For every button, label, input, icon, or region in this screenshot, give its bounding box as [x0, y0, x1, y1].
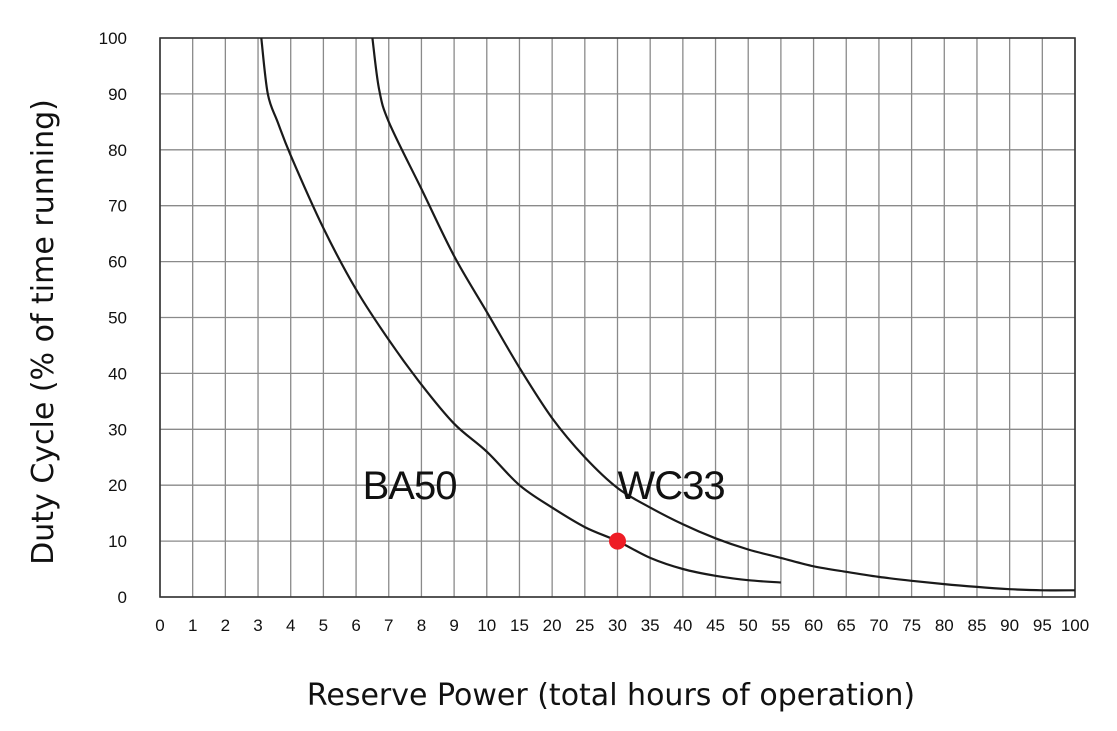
grid	[159, 37, 1076, 598]
series-labels: BA50 WC33	[363, 464, 726, 508]
y-tick-label: 50	[108, 309, 127, 328]
x-tick-label: 0	[155, 616, 164, 635]
y-axis-title: Duty Cycle (% of time running)	[26, 99, 61, 565]
y-tick-labels: 0 10 20 30 40 50 60 70 80 90 100	[99, 29, 127, 607]
x-tick-label: 60	[804, 616, 823, 635]
y-tick-label: 70	[108, 197, 127, 216]
x-tick-label: 20	[543, 616, 562, 635]
x-tick-label: 15	[510, 616, 529, 635]
x-tick-label: 90	[1000, 616, 1019, 635]
x-tick-label: 40	[673, 616, 692, 635]
series-line-wc33	[371, 37, 1076, 592]
x-tick-label: 70	[869, 616, 888, 635]
x-tick-label: 85	[968, 616, 987, 635]
x-tick-label: 4	[286, 616, 295, 635]
x-tick-label: 65	[837, 616, 856, 635]
x-tick-label: 55	[771, 616, 790, 635]
plot-frame	[159, 37, 1076, 598]
x-tick-label: 95	[1033, 616, 1052, 635]
x-tick-label: 75	[902, 616, 921, 635]
y-tick-label: 60	[108, 253, 127, 272]
highlight-point	[609, 532, 626, 550]
x-axis-title: Reserve Power (total hours of operation)	[307, 678, 915, 713]
curves	[260, 37, 1076, 592]
x-tick-label: 10	[477, 616, 496, 635]
series-label-wc33: WC33	[618, 464, 725, 508]
x-tick-label: 8	[417, 616, 426, 635]
y-tick-label: 80	[108, 141, 127, 160]
x-tick-label: 100	[1061, 616, 1089, 635]
y-tick-label: 20	[108, 476, 127, 495]
x-tick-label: 5	[319, 616, 328, 635]
x-tick-label: 7	[384, 616, 393, 635]
series-line-ba50	[260, 37, 781, 584]
x-tick-label: 3	[253, 616, 262, 635]
x-tick-labels: 0 1 2 3 4 5 6 7 8 9 10 15 20 25 30 35 40 45 50 55 60 65 70 75 80…	[155, 616, 1089, 635]
markers	[609, 532, 626, 550]
x-tick-label: 45	[706, 616, 725, 635]
series-label-ba50: BA50	[363, 464, 457, 508]
y-tick-label: 100	[99, 29, 127, 48]
x-tick-label: 50	[739, 616, 758, 635]
y-tick-label: 10	[108, 532, 127, 551]
x-tick-label: 1	[188, 616, 197, 635]
y-tick-label: 90	[108, 85, 127, 104]
x-tick-label: 6	[351, 616, 360, 635]
y-tick-label: 40	[108, 364, 127, 383]
x-tick-label: 25	[575, 616, 594, 635]
x-tick-label: 2	[221, 616, 230, 635]
x-tick-label: 35	[641, 616, 660, 635]
x-tick-label: 9	[449, 616, 458, 635]
y-tick-label: 30	[108, 420, 127, 439]
y-tick-label: 0	[118, 588, 127, 607]
x-tick-label: 30	[608, 616, 627, 635]
x-tick-label: 80	[935, 616, 954, 635]
